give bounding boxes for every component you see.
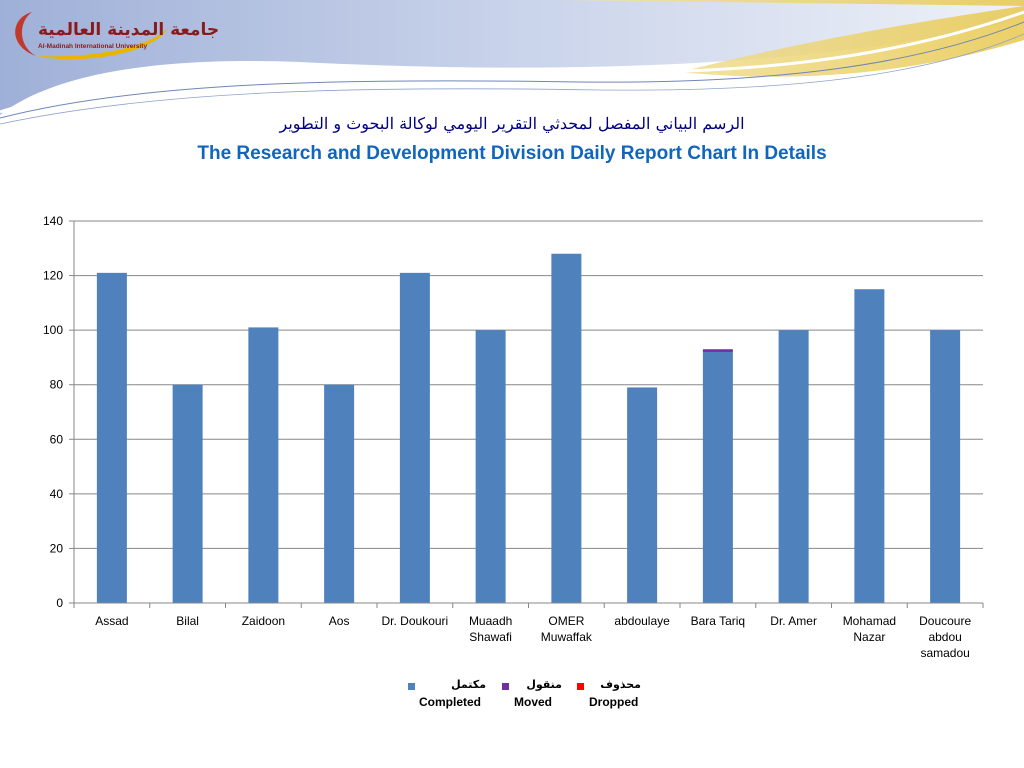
x-tick-label: Doucoure [919, 614, 971, 628]
x-tick-label: Bilal [176, 614, 199, 628]
legend-swatch-completed [408, 683, 415, 690]
bar-completed [172, 384, 203, 603]
legend-item-moved: منقول Moved [502, 678, 562, 714]
bar-chart: 0 20 40 60 80 100 120 140 Assad Bilal Zaidoon Aos Dr… [43, 214, 984, 660]
x-tick-label: Mohamad [843, 614, 896, 628]
bar-completed [854, 289, 885, 603]
chart-legend: مكتمل Completed منقول Moved محذوف Droppe… [404, 678, 654, 714]
y-tick-label: 60 [50, 432, 64, 446]
x-tick-label: Dr. Doukouri [382, 614, 449, 628]
legend-label-en-dropped: Dropped [589, 695, 639, 709]
bar-completed [475, 330, 506, 603]
x-tick-label: Nazar [853, 630, 885, 644]
university-logo: جامعة المدينة العالمية Al-Madinah Intern… [6, 6, 219, 62]
legend-swatch-moved [502, 683, 509, 690]
x-tick-label: Shawafi [469, 630, 512, 644]
x-tick-label: Muwaffak [541, 630, 593, 644]
legend-label-ar-moved: منقول [526, 678, 562, 691]
title-english: The Research and Development Division Da… [197, 143, 827, 164]
bar-moved [702, 349, 733, 352]
y-tick-label: 120 [43, 269, 63, 283]
bar-completed [324, 384, 355, 603]
bar-completed [248, 327, 279, 603]
logo-arabic-text: جامعة المدينة العالمية [38, 20, 220, 40]
x-tick-label: Aos [329, 614, 350, 628]
legend-label-ar-dropped: محذوف [600, 678, 641, 691]
legend-item-completed: مكتمل Completed [404, 678, 486, 714]
bar-completed [702, 351, 733, 603]
bar-completed [627, 387, 658, 603]
y-tick-label: 0 [56, 596, 63, 610]
y-tick-label: 100 [43, 323, 63, 337]
y-tick-label: 80 [50, 378, 64, 392]
bar-completed [399, 272, 430, 603]
legend-label-ar-completed: مكتمل [451, 678, 486, 691]
x-tick-label: Dr. Amer [770, 614, 817, 628]
legend-swatch-dropped [577, 683, 584, 690]
x-tick-label: Zaidoon [242, 614, 285, 628]
y-tick-label: 40 [50, 487, 64, 501]
logo-english-text: Al-Madinah International University [38, 43, 148, 50]
x-tick-label: samadou [920, 646, 969, 660]
legend-item-dropped: محذوف Dropped [577, 678, 647, 714]
header-banner [0, 0, 1024, 125]
bar-completed [551, 253, 582, 603]
x-tick-label: Assad [95, 614, 128, 628]
legend-label-en-completed: Completed [419, 695, 482, 709]
bar-completed [96, 272, 127, 603]
y-tick-label: 20 [50, 541, 64, 555]
x-tick-label: OMER [548, 614, 584, 628]
title-arabic: الرسم البياني المفصل لمحدثي التقرير اليو… [279, 114, 745, 133]
x-tick-label: abdou [928, 630, 961, 644]
x-tick-label: abdoulaye [614, 614, 670, 628]
y-tick-label: 140 [43, 214, 63, 228]
x-tick-label: Bara Tariq [691, 614, 745, 628]
bar-completed [930, 330, 961, 603]
x-tick-label: Muaadh [469, 614, 512, 628]
legend-label-en-moved: Moved [514, 695, 553, 709]
logo-swoosh [15, 12, 168, 60]
bar-completed [778, 330, 809, 603]
